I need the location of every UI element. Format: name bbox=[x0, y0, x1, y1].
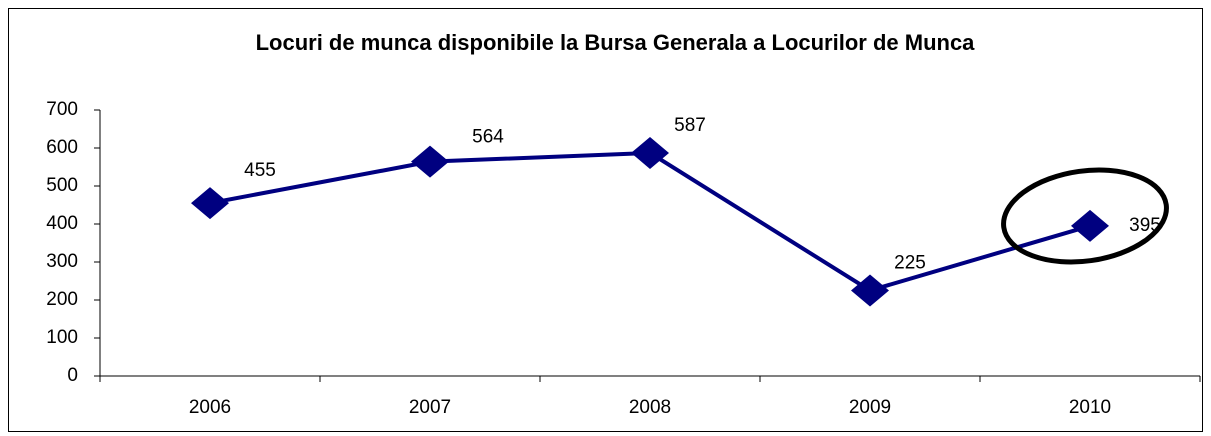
x-tick-label: 2009 bbox=[849, 397, 891, 418]
data-label: 395 bbox=[1129, 215, 1161, 236]
y-tick-label: 0 bbox=[67, 365, 78, 386]
y-tick-label: 100 bbox=[46, 327, 78, 348]
x-tick-label: 2010 bbox=[1069, 397, 1111, 418]
y-tick-label: 200 bbox=[46, 289, 78, 310]
chart-title: Locuri de munca disponibile la Bursa Gen… bbox=[255, 30, 975, 55]
marker bbox=[851, 274, 889, 307]
y-tick-label: 500 bbox=[46, 175, 78, 196]
marker bbox=[1071, 209, 1109, 242]
y-tick-label: 300 bbox=[46, 251, 78, 272]
data-label: 564 bbox=[472, 127, 504, 148]
y-tick-label: 600 bbox=[46, 137, 78, 158]
x-tick-label: 2007 bbox=[409, 397, 451, 418]
highlight-ellipse bbox=[1001, 167, 1169, 265]
marker bbox=[411, 145, 449, 178]
y-tick-label: 700 bbox=[46, 99, 78, 120]
y-tick-label: 400 bbox=[46, 213, 78, 234]
x-tick-label: 2008 bbox=[629, 397, 671, 418]
data-label: 455 bbox=[244, 160, 276, 181]
chart-border bbox=[8, 8, 1203, 432]
data-label: 225 bbox=[894, 253, 926, 274]
data-label: 587 bbox=[674, 115, 706, 136]
x-tick-label: 2006 bbox=[189, 397, 231, 418]
marker bbox=[631, 136, 669, 169]
marker bbox=[191, 187, 229, 220]
